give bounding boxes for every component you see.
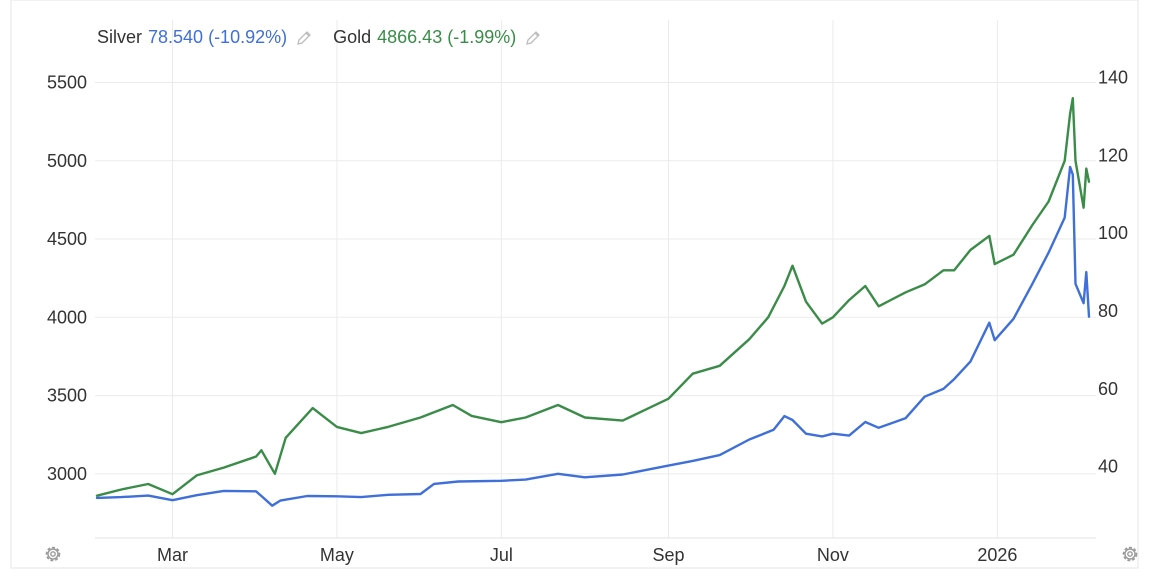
left-axis-tick-label: 5000	[47, 151, 87, 171]
x-axis-tick-label: Nov	[817, 545, 849, 565]
right-axis-tick-label: 140	[1098, 67, 1128, 87]
x-axis-tick-label: Sep	[652, 545, 684, 565]
legend: Silver 78.540 (-10.92%) Gold 4866.43 (-1…	[97, 27, 562, 48]
right-axis-tick-label: 120	[1098, 145, 1128, 165]
right-axis-tick-label: 60	[1098, 379, 1118, 399]
left-axis-tick-label: 3500	[47, 386, 87, 406]
series-line-gold[interactable]	[95, 96, 1091, 497]
gear-icon[interactable]	[42, 543, 64, 565]
x-axis-tick-label: 2026	[977, 545, 1017, 565]
left-axis-tick-label: 5500	[47, 73, 87, 93]
right-axis-tick-label: 40	[1098, 457, 1118, 477]
legend-gold-name[interactable]: Gold	[333, 27, 372, 47]
x-axis-tick-label: Mar	[157, 545, 188, 565]
pencil-icon[interactable]	[524, 29, 542, 47]
legend-silver-name[interactable]: Silver	[97, 27, 143, 47]
x-axis-tick-label: May	[320, 545, 354, 565]
legend-silver-value: 78.540 (-10.92%)	[148, 27, 288, 47]
left-axis-tick-label: 4000	[47, 307, 87, 327]
gear-icon[interactable]	[1119, 543, 1141, 565]
right-axis-tick-label: 80	[1098, 301, 1118, 321]
x-axis-tick-label: Jul	[490, 545, 513, 565]
pencil-icon[interactable]	[295, 29, 313, 47]
left-axis-tick-label: 4500	[47, 229, 87, 249]
legend-gold-value: 4866.43 (-1.99%)	[377, 27, 517, 47]
left-axis-tick-label: 3000	[47, 464, 87, 484]
right-axis-tick-label: 100	[1098, 223, 1128, 243]
series-line-silver[interactable]	[95, 165, 1091, 507]
